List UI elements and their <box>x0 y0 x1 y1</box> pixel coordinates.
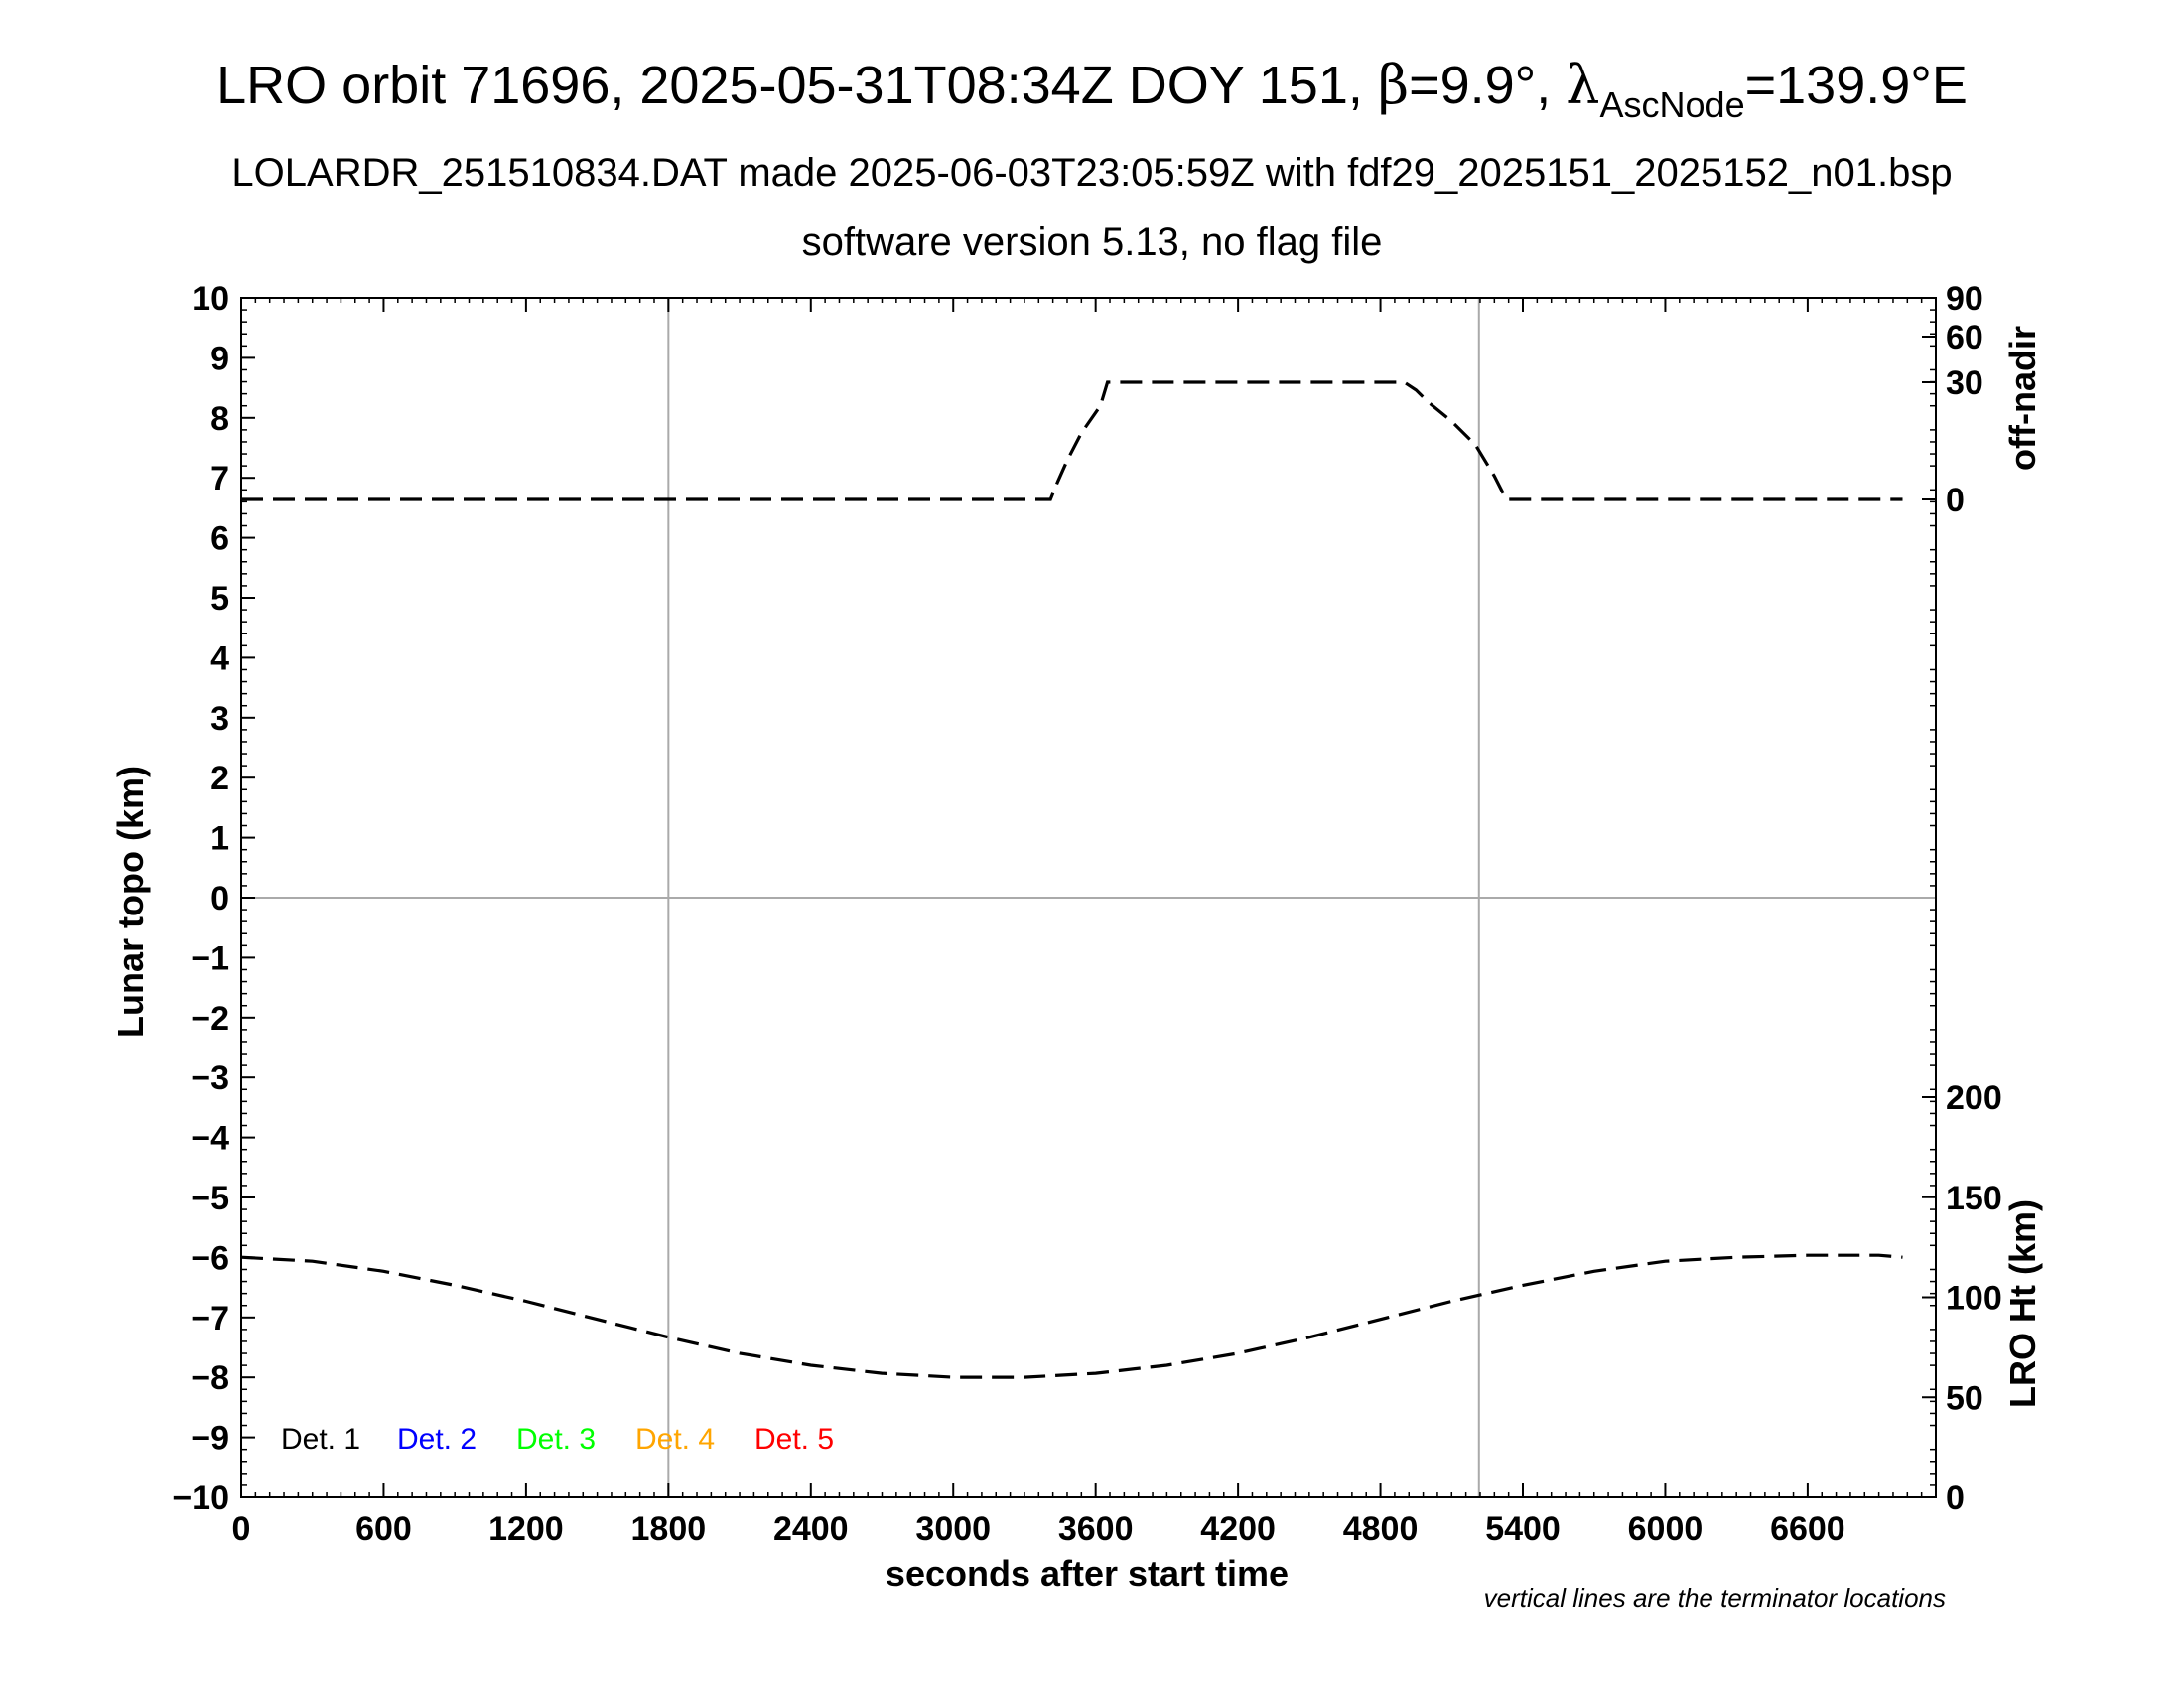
off-nadir-series-line <box>241 380 1903 501</box>
x-tick-label: 3000 <box>915 1510 991 1548</box>
y-tick-label: −8 <box>191 1359 229 1397</box>
y-tick-label: 2 <box>210 760 229 797</box>
off-nadir-tick-label: 60 <box>1946 319 1983 356</box>
lro-height-series-line <box>240 1253 1903 1379</box>
legend-item: Det. 4 <box>635 1423 715 1456</box>
x-tick-label: 600 <box>355 1510 412 1548</box>
y-tick-label: 5 <box>210 580 229 618</box>
x-tick-label: 4800 <box>1343 1510 1419 1548</box>
off-nadir-tick-label: 0 <box>1946 482 1965 519</box>
lro-height-tick-label: 200 <box>1946 1079 2002 1117</box>
right-axis-top-label: off-nadir <box>2002 326 2043 471</box>
legend-item: Det. 5 <box>754 1423 834 1456</box>
y-tick-label: 8 <box>210 400 229 438</box>
grid-layer <box>241 298 1936 1497</box>
title-prefix: LRO orbit 71696, 2025-05-31T08:34Z DOY 1… <box>216 56 1378 115</box>
x-tick-label: 0 <box>232 1510 251 1548</box>
lro-height-tick-label: 100 <box>1946 1280 2002 1318</box>
x-tick-label: 6000 <box>1628 1510 1704 1548</box>
y-tick-label: −9 <box>191 1420 229 1458</box>
lro-height-tick-label: 0 <box>1946 1479 1965 1517</box>
y-tick-label: −5 <box>191 1180 229 1217</box>
y-tick-label: −3 <box>191 1059 229 1097</box>
x-tick-label: 1200 <box>488 1510 564 1548</box>
y-tick-label: −1 <box>191 939 229 977</box>
y-tick-label: 4 <box>210 639 229 677</box>
x-tick-label: 2400 <box>773 1510 849 1548</box>
legend-item: Det. 1 <box>281 1423 360 1456</box>
y-tick-label: −7 <box>191 1300 229 1337</box>
off-nadir-tick-label: 90 <box>1946 280 1983 318</box>
x-tick-label: 4200 <box>1200 1510 1276 1548</box>
x-tick-label: 1800 <box>631 1510 707 1548</box>
legend-item: Det. 2 <box>397 1423 477 1456</box>
y-tick-label: 3 <box>210 700 229 738</box>
chart-subtitle-2: software version 5.13, no flag file <box>802 220 1383 264</box>
lro-height-tick-label: 150 <box>1946 1180 2002 1217</box>
y-tick-label: −6 <box>191 1239 229 1277</box>
lambda-value: =139.9°E <box>1745 56 1968 115</box>
y-tick-label: 6 <box>210 520 229 558</box>
y-tick-label: 7 <box>210 460 229 497</box>
x-axis-label: seconds after start time <box>886 1553 1289 1594</box>
chart-title: LRO orbit 71696, 2025-05-31T08:34Z DOY 1… <box>216 54 1968 125</box>
y-tick-label: 10 <box>192 280 229 318</box>
x-tick-label: 3600 <box>1058 1510 1134 1548</box>
lro-height-tick-label: 50 <box>1946 1379 1983 1417</box>
series-layer <box>240 380 1903 1379</box>
legend-item: Det. 3 <box>516 1423 596 1456</box>
label-layer: 0 600 1200 1800 2400 3000 3600 4200 4800 5400 6000… <box>172 280 2001 1548</box>
beta-value: =9.9°, <box>1409 56 1566 115</box>
y-axis-label: Lunar topo (km) <box>110 766 151 1038</box>
y-tick-label: 0 <box>210 880 229 917</box>
y-tick-label: −4 <box>191 1120 229 1158</box>
off-nadir-tick-label: 30 <box>1946 364 1983 402</box>
chart-subtitle: LOLARDR_251510834.DAT made 2025-06-03T23… <box>231 151 1952 195</box>
legend: Det. 1 Det. 2 Det. 3 Det. 4 Det. 5 <box>281 1423 834 1456</box>
y-tick-label: −2 <box>191 1000 229 1038</box>
right-axis-bottom-label: LRO Ht (km) <box>2002 1199 2043 1408</box>
y-tick-label: 1 <box>210 820 229 858</box>
lambda-symbol: λ <box>1566 54 1599 116</box>
x-tick-label: 6600 <box>1770 1510 1845 1548</box>
x-tick-label: 5400 <box>1485 1510 1561 1548</box>
beta-symbol: β <box>1378 54 1409 116</box>
lambda-subscript: AscNode <box>1600 84 1745 125</box>
footnote: vertical lines are the terminator locati… <box>1484 1583 1946 1613</box>
y-tick-label: −10 <box>172 1479 229 1517</box>
y-tick-label: 9 <box>210 340 229 377</box>
tick-layer <box>240 297 1936 1498</box>
